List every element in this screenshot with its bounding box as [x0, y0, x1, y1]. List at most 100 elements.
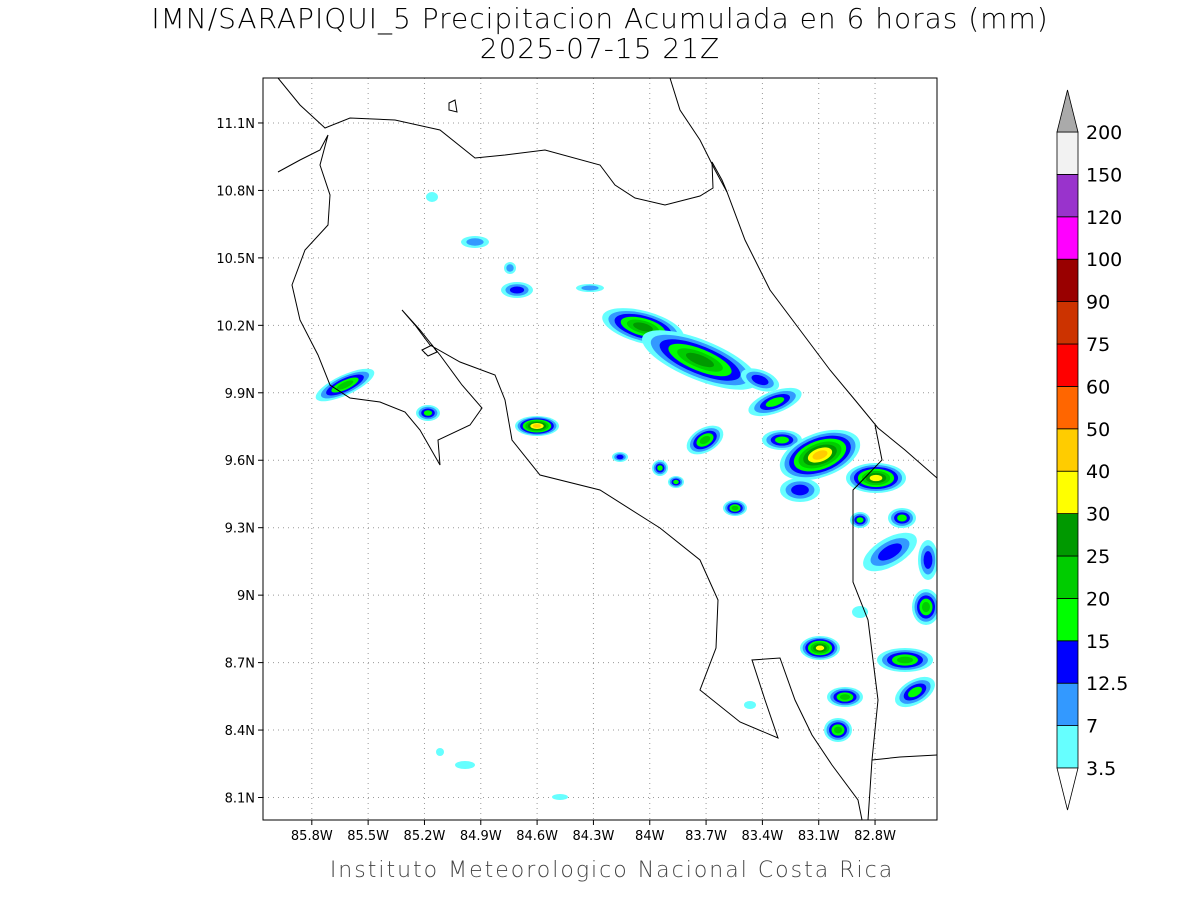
x-tick-label: 84.9W: [460, 829, 502, 844]
precipitation: [315, 192, 937, 800]
colorbar-label: 120: [1086, 207, 1122, 229]
coastline: [871, 754, 937, 761]
colorbar-bin: [1056, 258, 1079, 303]
rain-cell: [532, 424, 542, 428]
colorbar-label: 25: [1086, 546, 1110, 568]
rain-cell: [839, 694, 851, 700]
subtitle: 2025-07-15 21Z: [480, 32, 720, 65]
rain-cell: [856, 517, 864, 523]
colorbar-under: [1056, 767, 1079, 811]
x-tick-label: 84.3W: [573, 829, 615, 844]
rain-cell: [552, 794, 568, 800]
rain-cell: [869, 474, 883, 482]
colorbar-bin: [1056, 343, 1079, 387]
rain-cell: [455, 761, 475, 769]
colorbar-bin: [1056, 173, 1079, 218]
colorbar-bin: [1056, 725, 1079, 769]
rain-cell: [834, 726, 842, 734]
rain-cell: [657, 465, 663, 471]
rain-cell: [878, 543, 902, 561]
rain-cell: [897, 656, 913, 664]
colorbar-bin: [1056, 555, 1079, 599]
y-tick-label: 8.7N: [225, 657, 255, 672]
x-tick-label: 85.8W: [291, 829, 333, 844]
rain-cell: [852, 606, 868, 618]
coastline: [448, 99, 458, 113]
colorbar-label: 60: [1086, 376, 1110, 398]
rain-cell: [731, 505, 739, 511]
rain-cell: [436, 748, 444, 756]
y-tick-label: 8.1N: [225, 792, 255, 807]
colorbar-bin: [1056, 301, 1079, 345]
rain-cell: [673, 479, 679, 485]
coastline: [669, 78, 937, 479]
colorbar: 3.5 7 12.5 15 20 25 30 40 50 60 75 90 100 120 150 200: [1056, 89, 1128, 811]
colorbar-bin: [1056, 428, 1079, 472]
colorbar-label: 15: [1086, 631, 1110, 653]
rain-cell: [633, 322, 653, 332]
colorbar-bin: [1056, 385, 1079, 430]
map-frame: [262, 77, 938, 821]
colorbar-label: 150: [1086, 164, 1122, 186]
coastline: [421, 344, 438, 357]
x-tick-label: 83.1W: [798, 829, 840, 844]
y-tick-label: 11.1N: [216, 117, 255, 132]
colorbar-label: 20: [1086, 588, 1110, 610]
colorbar-label: 40: [1086, 461, 1110, 483]
x-tick-label: 84W: [635, 829, 665, 844]
colorbar-label: 50: [1086, 419, 1110, 441]
rain-cell: [423, 410, 433, 416]
colorbar-bin: [1056, 131, 1079, 175]
coastline: [277, 78, 728, 206]
colorbar-bin: [1056, 640, 1079, 684]
colorbar-label: 30: [1086, 504, 1110, 526]
rain-cell: [426, 192, 438, 202]
coastlines: [277, 78, 937, 820]
colorbar-bin: [1056, 216, 1079, 260]
colorbar-over: [1056, 89, 1079, 133]
colorbar-bin: [1056, 598, 1079, 642]
colorbar-bin: [1056, 470, 1079, 515]
colorbar-label: 90: [1086, 292, 1110, 314]
axis-labels: 85.8W 85.5W 85.2W 84.9W 84.6W 84.3W 84W 83.7W 83…: [216, 117, 896, 844]
rain-cell: [922, 601, 930, 613]
x-tick-label: 83.7W: [685, 829, 727, 844]
rain-cell: [751, 374, 769, 386]
y-tick-label: 9.3N: [225, 522, 255, 537]
y-tick-label: 10.8N: [216, 184, 255, 199]
border: [852, 424, 883, 820]
x-tick-label: 85.2W: [404, 829, 446, 844]
rain-cell: [744, 701, 756, 709]
y-tick-label: 10.2N: [216, 319, 255, 334]
rain-cell: [908, 686, 922, 698]
rain-cell: [336, 380, 354, 390]
rain-cell: [815, 645, 825, 651]
x-tick-label: 85.5W: [347, 829, 389, 844]
rain-cell: [506, 264, 514, 272]
x-tick-label: 84.6W: [516, 829, 558, 844]
title: IMN/SARAPIQUI_5 Precipitacion Acumulada …: [151, 2, 1048, 36]
coastline: [277, 134, 863, 820]
rain-cell: [616, 454, 624, 460]
colorbar-label: 7: [1086, 716, 1098, 738]
rain-cell: [897, 514, 907, 522]
y-tick-label: 9.9N: [225, 387, 255, 402]
rain-cell: [581, 285, 599, 291]
y-tick-label: 10.5N: [216, 252, 255, 267]
rain-cell: [812, 450, 828, 460]
y-tick-label: 8.4N: [225, 724, 255, 739]
colorbar-label: 12.5: [1086, 673, 1128, 695]
x-tick-label: 83.4W: [741, 829, 783, 844]
colorbar-bin: [1056, 513, 1079, 557]
rain-cell: [775, 436, 789, 444]
colorbar-label: 200: [1086, 122, 1122, 144]
rain-cell: [791, 484, 809, 496]
x-tick-label: 82.8W: [854, 829, 896, 844]
colorbar-label: 100: [1086, 249, 1122, 271]
y-tick-label: 9N: [237, 589, 255, 604]
rain-cell: [699, 435, 711, 445]
rain-cell: [923, 551, 933, 569]
rain-cell: [509, 286, 525, 294]
